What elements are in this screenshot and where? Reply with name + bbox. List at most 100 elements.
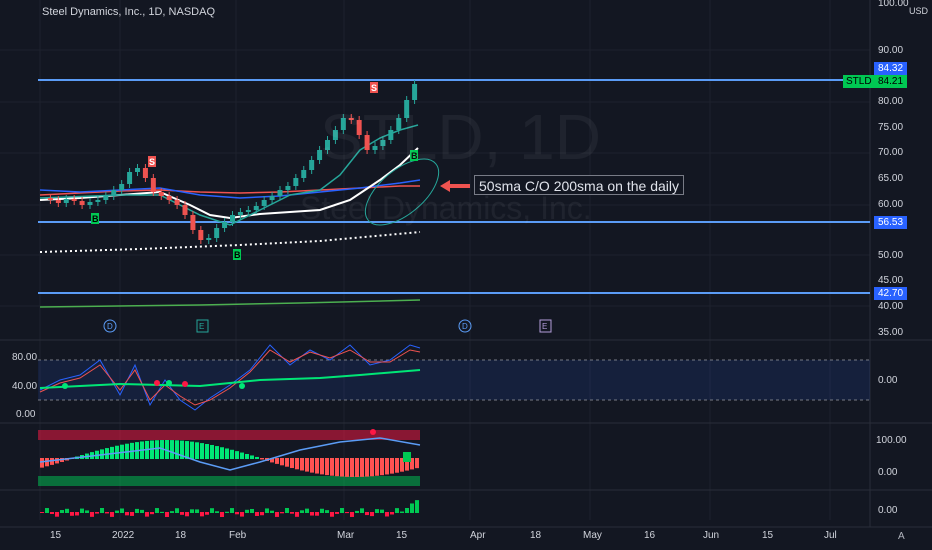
rsi-dot (154, 380, 160, 386)
momentum-bar (390, 458, 394, 474)
candle (261, 200, 267, 206)
momentum-bar (220, 447, 224, 459)
svg-text:B: B (234, 250, 241, 260)
volume-bar (220, 512, 224, 517)
momentum-bar (205, 443, 209, 459)
momentum-bar (280, 458, 284, 466)
momentum-bar (325, 458, 329, 476)
volume-bar (205, 512, 209, 515)
svg-text:E: E (199, 322, 204, 331)
momentum-bar (155, 440, 159, 459)
volume-bar (330, 512, 334, 517)
volume-bar (125, 512, 129, 516)
rsi-dot (166, 380, 172, 386)
momentum-bar (195, 442, 199, 459)
volume-bar (170, 511, 174, 513)
momentum-bar (335, 458, 339, 477)
lower-green-line (39, 299, 421, 308)
rsi-right-value: 0.00 (878, 375, 898, 386)
volume-bar (175, 508, 179, 513)
momentum-bar (270, 458, 274, 463)
momentum-line (39, 437, 421, 471)
sma-50-line (39, 179, 421, 199)
price-tick: 40.00 (878, 301, 904, 312)
volume-bar (235, 512, 239, 515)
momentum-bar (240, 452, 244, 459)
price-tick: 65.00 (878, 173, 904, 184)
momentum-bar (215, 446, 219, 459)
crossover-highlight-ellipse (364, 158, 440, 226)
volume-bar (365, 512, 369, 516)
candle (55, 200, 61, 203)
volume-bar (300, 510, 304, 513)
time-label: 2022 (112, 530, 135, 541)
volume-bar (350, 512, 354, 517)
candle (388, 130, 394, 140)
price-label-high: 84.32 (874, 62, 908, 75)
watermark-name: Steel Dynamics, Inc. (300, 190, 592, 226)
candle (230, 215, 235, 222)
momentum-bar (305, 458, 309, 472)
candle (412, 84, 418, 100)
candle (380, 140, 386, 146)
time-label: 16 (644, 530, 656, 541)
auto-scale-button[interactable]: A (898, 531, 905, 542)
momentum-bar (315, 458, 319, 474)
candle (317, 150, 323, 160)
time-label: Apr (470, 530, 486, 541)
candles (47, 80, 418, 244)
price-tick: 80.00 (878, 96, 904, 107)
rsi-tick: 80.00 (12, 352, 38, 363)
volume-bar (60, 510, 64, 513)
price-label-56: 56.53 (874, 216, 908, 229)
volume-bar (190, 509, 194, 513)
volume-bar (245, 509, 249, 513)
candle (198, 230, 204, 240)
momentum-bar (160, 440, 164, 459)
annotation-box[interactable]: 50sma C/O 200sma on the daily (474, 175, 684, 195)
momentum-bottom-band (38, 476, 420, 486)
momentum-bar (165, 440, 169, 459)
volume-bar (50, 512, 54, 515)
time-axis[interactable]: 15 2022 18 Feb Mar 15 Apr 18 May 16 Jun … (0, 530, 870, 550)
volume-bar (85, 510, 89, 513)
volume-bar (130, 512, 134, 516)
volume-bar (180, 512, 184, 515)
price-tick: 70.00 (878, 147, 904, 158)
momentum-bar (255, 456, 259, 459)
momentum-bar (310, 458, 314, 473)
volume-bar (150, 512, 154, 515)
volume-bar (275, 512, 279, 517)
candle (404, 100, 410, 118)
buy-marker (91, 213, 99, 224)
volume-bar (285, 508, 289, 513)
momentum-bar (235, 451, 239, 459)
candle (301, 170, 307, 178)
volume-bar (415, 500, 419, 513)
volume-bar (115, 510, 119, 513)
currency-label[interactable]: USD (908, 6, 928, 16)
time-label: Jun (703, 530, 720, 541)
candle (47, 198, 53, 200)
volume-bar (375, 509, 379, 513)
candle (135, 168, 140, 172)
candle (103, 196, 109, 200)
candle (348, 118, 354, 120)
earnings-event-icon (196, 319, 209, 333)
price-scale[interactable]: 100.00 90.00 80.00 75.00 70.00 65.00 60.… (872, 0, 932, 340)
volume-bar (325, 510, 329, 513)
momentum-bar (350, 458, 354, 477)
momentum-bar (395, 458, 399, 473)
candle (253, 206, 259, 210)
volume-bar (250, 508, 254, 513)
momentum-bar (245, 453, 249, 459)
volume-bar (395, 508, 399, 513)
buy-marker (233, 249, 241, 260)
volume-bar (230, 508, 234, 513)
volume-bar (315, 512, 319, 516)
candle (332, 130, 338, 140)
sma-200-line (39, 185, 420, 196)
volume-bar (195, 509, 199, 513)
svg-text:E: E (542, 322, 547, 331)
